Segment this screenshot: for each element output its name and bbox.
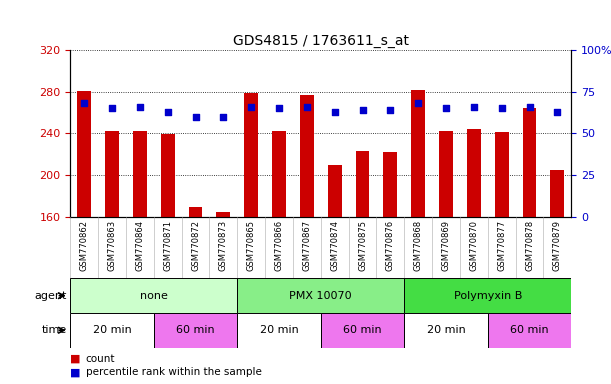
Text: ■: ■ — [70, 367, 81, 377]
Point — [552, 109, 562, 115]
Bar — [467, 129, 481, 217]
Bar — [327, 165, 342, 217]
Bar — [189, 207, 202, 217]
Bar — [77, 91, 91, 217]
Bar — [216, 212, 230, 217]
Bar — [321, 313, 404, 348]
Bar — [404, 313, 488, 348]
Point — [302, 104, 312, 110]
Text: 60 min: 60 min — [510, 325, 549, 335]
Text: 20 min: 20 min — [426, 325, 466, 335]
Text: GSM770871: GSM770871 — [163, 220, 172, 271]
Text: GSM770864: GSM770864 — [136, 220, 144, 271]
Point — [135, 104, 145, 110]
Text: GSM770867: GSM770867 — [302, 220, 312, 271]
Bar — [237, 313, 321, 348]
Bar — [404, 278, 571, 313]
Text: PMX 10070: PMX 10070 — [290, 291, 352, 301]
Text: GSM770862: GSM770862 — [79, 220, 89, 271]
Text: 60 min: 60 min — [176, 325, 215, 335]
Bar — [161, 134, 175, 217]
Text: GSM770874: GSM770874 — [330, 220, 339, 271]
Text: 60 min: 60 min — [343, 325, 382, 335]
Point — [441, 105, 451, 111]
Text: count: count — [86, 354, 115, 364]
Bar — [356, 151, 370, 217]
Point — [386, 107, 395, 113]
Bar — [522, 108, 536, 217]
Bar — [154, 313, 237, 348]
Bar — [105, 131, 119, 217]
Text: GSM770875: GSM770875 — [358, 220, 367, 271]
Point — [497, 105, 507, 111]
Text: time: time — [42, 325, 67, 335]
Text: percentile rank within the sample: percentile rank within the sample — [86, 367, 262, 377]
Bar — [70, 313, 154, 348]
Bar — [495, 132, 509, 217]
Text: GSM770865: GSM770865 — [247, 220, 255, 271]
Point — [413, 100, 423, 106]
Bar — [411, 89, 425, 217]
Text: GSM770870: GSM770870 — [469, 220, 478, 271]
Bar — [237, 278, 404, 313]
Bar — [300, 95, 314, 217]
Text: GSM770879: GSM770879 — [553, 220, 562, 271]
Bar — [488, 313, 571, 348]
Text: GSM770876: GSM770876 — [386, 220, 395, 271]
Point — [163, 109, 172, 115]
Text: GSM770873: GSM770873 — [219, 220, 228, 271]
Text: agent: agent — [35, 291, 67, 301]
Text: GSM770866: GSM770866 — [274, 220, 284, 271]
Bar — [244, 93, 258, 217]
Point — [79, 100, 89, 106]
Bar — [551, 170, 565, 217]
Text: GSM770878: GSM770878 — [525, 220, 534, 271]
Bar — [439, 131, 453, 217]
Point — [525, 104, 535, 110]
Point — [219, 114, 229, 120]
Bar — [133, 131, 147, 217]
Text: GSM770877: GSM770877 — [497, 220, 506, 271]
Point — [469, 104, 479, 110]
Text: none: none — [140, 291, 167, 301]
Text: 20 min: 20 min — [260, 325, 298, 335]
Text: GSM770872: GSM770872 — [191, 220, 200, 271]
Point — [274, 105, 284, 111]
Text: Polymyxin B: Polymyxin B — [453, 291, 522, 301]
Text: 20 min: 20 min — [93, 325, 131, 335]
Bar — [384, 152, 397, 217]
Point — [191, 114, 200, 120]
Text: GSM770869: GSM770869 — [442, 220, 450, 271]
Text: GSM770868: GSM770868 — [414, 220, 423, 271]
Text: ■: ■ — [70, 354, 81, 364]
Bar — [70, 278, 237, 313]
Point — [246, 104, 256, 110]
Bar — [272, 131, 286, 217]
Point — [330, 109, 340, 115]
Text: GSM770863: GSM770863 — [108, 220, 117, 271]
Point — [357, 107, 367, 113]
Point — [107, 105, 117, 111]
Text: GDS4815 / 1763611_s_at: GDS4815 / 1763611_s_at — [233, 34, 409, 48]
